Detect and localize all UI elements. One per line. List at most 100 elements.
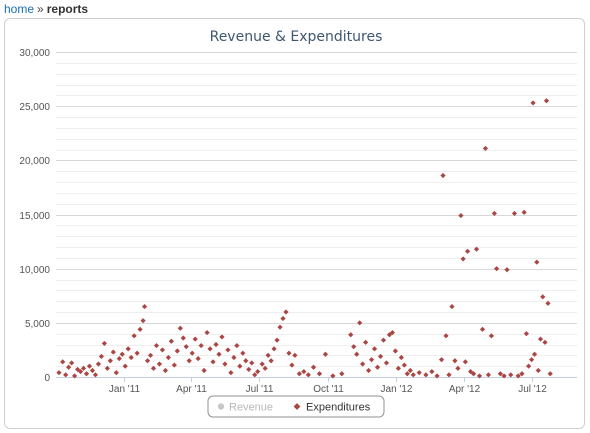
expenditure-point — [473, 246, 480, 252]
expenditure-point — [482, 145, 489, 152]
expenditure-point — [168, 338, 174, 344]
expenditure-point — [204, 329, 210, 336]
expenditure-point — [377, 353, 384, 360]
legend-item-revenue[interactable]: Revenue — [217, 402, 273, 414]
expenditure-point — [265, 352, 271, 358]
expenditure-point — [494, 266, 500, 272]
expenditure-point — [497, 371, 503, 377]
expenditure-point — [423, 372, 429, 378]
expenditure-point — [210, 359, 216, 365]
legend-expenditures-marker — [293, 403, 301, 410]
y-tick-label: 25,000 — [19, 102, 50, 113]
expenditure-point — [165, 354, 171, 361]
expenditure-point — [231, 354, 237, 361]
expenditure-point — [360, 361, 366, 367]
expenditure-point — [449, 303, 455, 310]
expenditure-point — [113, 370, 119, 376]
expenditure-point — [348, 332, 354, 338]
x-tick-label: Oct '11 — [313, 384, 344, 395]
expenditure-point — [156, 361, 163, 367]
expenditure-point — [174, 348, 180, 354]
expenditure-point — [440, 172, 446, 179]
expenditure-point — [201, 367, 207, 374]
expenditure-point — [95, 361, 102, 367]
expenditure-point — [537, 336, 544, 342]
expenditure-point — [66, 364, 72, 370]
expenditure-point — [540, 294, 546, 300]
expenditure-point — [374, 364, 381, 370]
expenditures-series — [56, 98, 553, 379]
expenditure-point — [407, 367, 413, 374]
expenditure-point — [534, 259, 540, 265]
breadcrumb-home-link[interactable]: home — [4, 2, 35, 16]
expenditure-point — [104, 365, 110, 371]
expenditure-point — [144, 358, 151, 364]
chart-panel: Revenue & Expenditures 0 5,000 10,000 15,00… — [4, 18, 585, 429]
expenditure-point — [443, 333, 449, 339]
chart-legend: Revenue Expenditures — [207, 395, 385, 418]
expenditure-point — [162, 367, 169, 374]
expenditure-point — [259, 361, 265, 367]
expenditure-point — [63, 372, 69, 378]
y-axis: 0 5,000 10,000 15,000 20,000 25,000 30,000 — [19, 48, 50, 384]
legend-item-expenditures[interactable]: Expenditures — [293, 402, 371, 414]
expenditure-point — [392, 348, 398, 354]
y-tick-label: 5,000 — [25, 319, 50, 330]
y-tick-label: 30,000 — [19, 48, 50, 59]
expenditure-point — [434, 373, 440, 379]
expenditure-point — [488, 333, 495, 339]
expenditure-point — [74, 366, 81, 373]
expenditure-point — [452, 358, 458, 364]
chart-title: Revenue & Expenditures — [210, 29, 383, 45]
expenditure-point — [464, 248, 471, 254]
expenditure-point — [80, 365, 87, 371]
expenditure-point — [410, 372, 416, 378]
y-tick-label: 10,000 — [19, 265, 50, 276]
expenditure-point — [383, 360, 390, 366]
expenditure-point — [183, 344, 189, 350]
expenditure-point — [371, 346, 378, 352]
expenditure-point — [198, 342, 204, 349]
expenditure-point — [86, 363, 93, 369]
expenditure-point — [122, 363, 128, 369]
expenditure-point — [398, 354, 404, 361]
expenditure-point — [404, 371, 410, 377]
expenditure-point — [207, 346, 213, 352]
legend-expenditures-label: Expenditures — [306, 402, 371, 414]
expenditure-point — [249, 360, 255, 366]
expenditure-point — [274, 337, 280, 343]
expenditure-point — [292, 352, 298, 358]
expenditure-point — [289, 362, 295, 368]
expenditure-point — [128, 354, 134, 361]
expenditure-point — [216, 351, 222, 357]
expenditure-point — [526, 363, 532, 369]
expenditure-point — [545, 300, 551, 306]
expenditure-point — [330, 373, 336, 379]
expenditure-point — [504, 267, 510, 273]
expenditure-point — [195, 355, 201, 362]
expenditure-point — [501, 373, 507, 379]
expenditure-point — [189, 350, 195, 356]
expenditure-point — [101, 340, 107, 347]
expenditure-point — [56, 370, 62, 376]
expenditure-point — [416, 370, 422, 376]
expenditure-point — [125, 346, 131, 352]
expenditure-point — [83, 371, 90, 377]
expenditure-point — [296, 371, 302, 377]
expenditure-point — [301, 368, 307, 375]
expenditure-point — [322, 351, 329, 357]
expenditure-point — [280, 315, 286, 322]
expenditure-point — [171, 362, 177, 368]
expenditure-point — [491, 210, 497, 217]
expenditure-point — [237, 363, 243, 369]
expenditure-point — [519, 371, 525, 377]
expenditure-point — [339, 371, 345, 377]
expenditure-point — [470, 371, 477, 377]
expenditure-point — [107, 358, 113, 364]
expenditure-point — [523, 331, 529, 337]
expenditure-point — [310, 364, 317, 370]
expenditure-point — [177, 325, 183, 331]
expenditure-point — [458, 212, 464, 219]
expenditure-point — [511, 210, 518, 217]
expenditure-point — [508, 372, 514, 378]
